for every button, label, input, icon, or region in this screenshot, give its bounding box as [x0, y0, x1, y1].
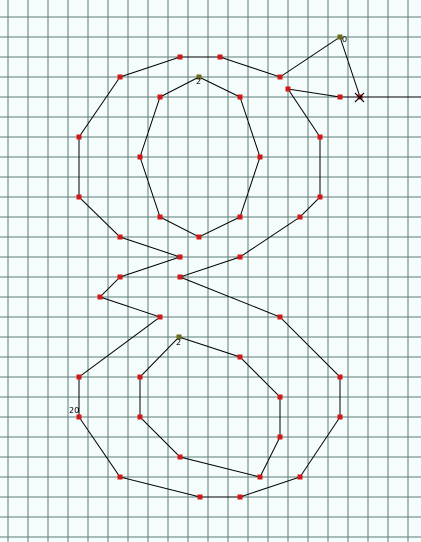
vertex-handle[interactable] [257, 474, 263, 480]
vertex-handle[interactable] [76, 414, 82, 420]
inner-bottom-loop[interactable] [139, 336, 281, 478]
vertex-handle[interactable] [117, 74, 123, 80]
vertex-handle[interactable] [337, 34, 343, 40]
vertex-handle[interactable] [117, 234, 123, 240]
vertex-handle[interactable] [76, 194, 82, 200]
vertex-handle[interactable] [337, 374, 343, 380]
vertex-handle[interactable] [317, 134, 323, 140]
vertex-handle[interactable] [277, 434, 283, 440]
vertex-handle[interactable] [237, 254, 243, 260]
vertex-handle[interactable] [196, 234, 202, 240]
outer-path[interactable] [78, 36, 361, 498]
vertex-handle[interactable] [285, 86, 291, 92]
vertex-handle[interactable] [277, 314, 283, 320]
label-outer-left-start: 20 [69, 406, 79, 415]
vertex-handle[interactable] [297, 474, 303, 480]
vertex-handle[interactable] [257, 154, 263, 160]
vertex-handle[interactable] [197, 494, 203, 500]
vertex-handle[interactable] [277, 394, 283, 400]
vertex-handle[interactable] [177, 54, 183, 60]
vertex-handle[interactable] [137, 414, 143, 420]
shapes-layer [76, 34, 363, 500]
label-inner-top-start: 2 [196, 77, 201, 86]
vertex-handle[interactable] [237, 354, 243, 360]
vertex-handle[interactable] [297, 214, 303, 220]
vertex-handle[interactable] [337, 94, 343, 100]
cursor-stroke-b [354, 92, 365, 103]
vertex-handle[interactable] [157, 94, 163, 100]
vertex-handle[interactable] [76, 134, 82, 140]
vertex-handle[interactable] [97, 294, 103, 300]
vertex-handle[interactable] [177, 254, 183, 260]
vertex-handle[interactable] [217, 54, 223, 60]
vertex-handle[interactable] [176, 334, 182, 340]
vertex-handle[interactable] [277, 74, 283, 80]
vertex-handle[interactable] [137, 154, 143, 160]
label-inner-bottom-start: 2 [176, 338, 181, 347]
vertex-handle[interactable] [117, 474, 123, 480]
vertex-handle[interactable] [157, 314, 163, 320]
vertex-handle[interactable] [237, 94, 243, 100]
vertex-handle[interactable] [137, 374, 143, 380]
vertex-handle[interactable] [177, 454, 183, 460]
vertex-handle[interactable] [337, 414, 343, 420]
vertex-handle[interactable] [237, 494, 243, 500]
crosshair-cursor-icon [354, 92, 421, 103]
vertex-handle[interactable] [237, 214, 243, 220]
vertex-handle[interactable] [117, 274, 123, 280]
vertex-handle[interactable] [76, 374, 82, 380]
label-outer-top-start: 0 [342, 35, 347, 44]
vertex-handle[interactable] [157, 214, 163, 220]
labels-layer: 0 2 2 20 [69, 35, 347, 415]
vertex-handle[interactable] [196, 74, 202, 80]
vertex-handle[interactable] [177, 274, 183, 280]
vertex-handle[interactable] [317, 194, 323, 200]
